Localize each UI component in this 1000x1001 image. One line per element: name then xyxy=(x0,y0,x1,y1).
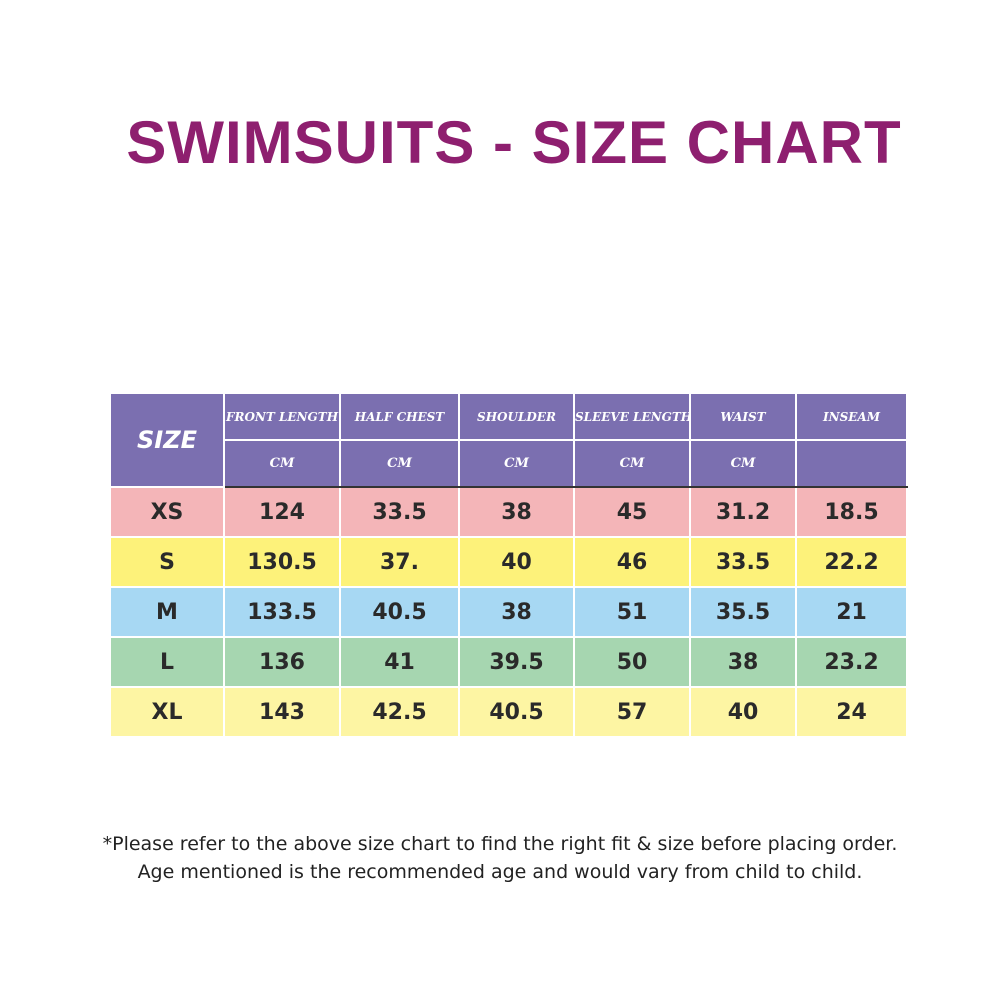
table-header-row: SIZE FRONT LENGTH HALF CHEST SHOULDER SL… xyxy=(109,392,908,488)
column-header-waist: WAIST xyxy=(689,392,797,441)
column-header-shoulder: SHOULDER xyxy=(458,392,575,441)
table-row: XS 124 33.5 38 45 31.2 18.5 xyxy=(109,486,908,538)
table-cell: 41 xyxy=(339,636,460,688)
table-cell: 40 xyxy=(689,686,797,738)
table-row: M 133.5 40.5 38 51 35.5 21 xyxy=(109,586,908,638)
table-cell: 39.5 xyxy=(458,636,575,688)
page-title: SWIMSUITS - SIZE CHART xyxy=(126,109,902,176)
footnote: *Please refer to the above size chart to… xyxy=(0,830,1000,886)
table-cell: 133.5 xyxy=(223,586,341,638)
unit-front-length: CM xyxy=(223,439,341,488)
table-cell: 42.5 xyxy=(339,686,460,738)
table-cell: 45 xyxy=(573,486,691,538)
table-cell: 33.5 xyxy=(339,486,460,538)
table-cell: 130.5 xyxy=(223,536,341,588)
unit-waist: CM xyxy=(689,439,797,488)
table-cell: 143 xyxy=(223,686,341,738)
table-cell: 38 xyxy=(458,586,575,638)
table-row: XL 143 42.5 40.5 57 40 24 xyxy=(109,686,908,738)
column-header-sleeve-length: SLEEVE LENGTH xyxy=(573,392,691,441)
size-chart-table: SIZE FRONT LENGTH HALF CHEST SHOULDER SL… xyxy=(109,392,908,738)
column-header-half-chest: HALF CHEST xyxy=(339,392,460,441)
table-cell: 21 xyxy=(795,586,908,638)
table-cell: 37. xyxy=(339,536,460,588)
table-cell: 22.2 xyxy=(795,536,908,588)
table-cell: 50 xyxy=(573,636,691,688)
table-cell: 136 xyxy=(223,636,341,688)
size-cell: L xyxy=(109,636,225,688)
table-cell: 18.5 xyxy=(795,486,908,538)
table-cell: 35.5 xyxy=(689,586,797,638)
table-cell: 40.5 xyxy=(458,686,575,738)
size-cell: M xyxy=(109,586,225,638)
table-cell: 33.5 xyxy=(689,536,797,588)
table-cell: 124 xyxy=(223,486,341,538)
column-header-inseam: INSEAM xyxy=(795,392,908,441)
footnote-line-1: *Please refer to the above size chart to… xyxy=(102,833,898,855)
table-unit-row: CM CM CM CM CM xyxy=(110,439,908,488)
table-row: L 136 41 39.5 50 38 23.2 xyxy=(109,636,908,688)
table-cell: 24 xyxy=(795,686,908,738)
unit-inseam xyxy=(795,439,908,488)
table-cell: 38 xyxy=(689,636,797,688)
unit-half-chest: CM xyxy=(339,439,460,488)
table-cell: 40 xyxy=(458,536,575,588)
table-cell: 46 xyxy=(573,536,691,588)
size-cell: XS xyxy=(109,486,225,538)
unit-sleeve-length: CM xyxy=(573,439,691,488)
column-header-front-length: FRONT LENGTH xyxy=(223,392,341,441)
size-cell: XL xyxy=(109,686,225,738)
table-cell: 57 xyxy=(573,686,691,738)
size-cell: S xyxy=(109,536,225,588)
unit-shoulder: CM xyxy=(458,439,575,488)
table-cell: 51 xyxy=(573,586,691,638)
table-row: S 130.5 37. 40 46 33.5 22.2 xyxy=(109,536,908,588)
table-cell: 23.2 xyxy=(795,636,908,688)
table-cell: 40.5 xyxy=(339,586,460,638)
table-cell: 38 xyxy=(458,486,575,538)
footnote-line-2: Age mentioned is the recommended age and… xyxy=(137,861,863,883)
table-cell: 31.2 xyxy=(689,486,797,538)
size-column-header: SIZE xyxy=(109,392,225,488)
